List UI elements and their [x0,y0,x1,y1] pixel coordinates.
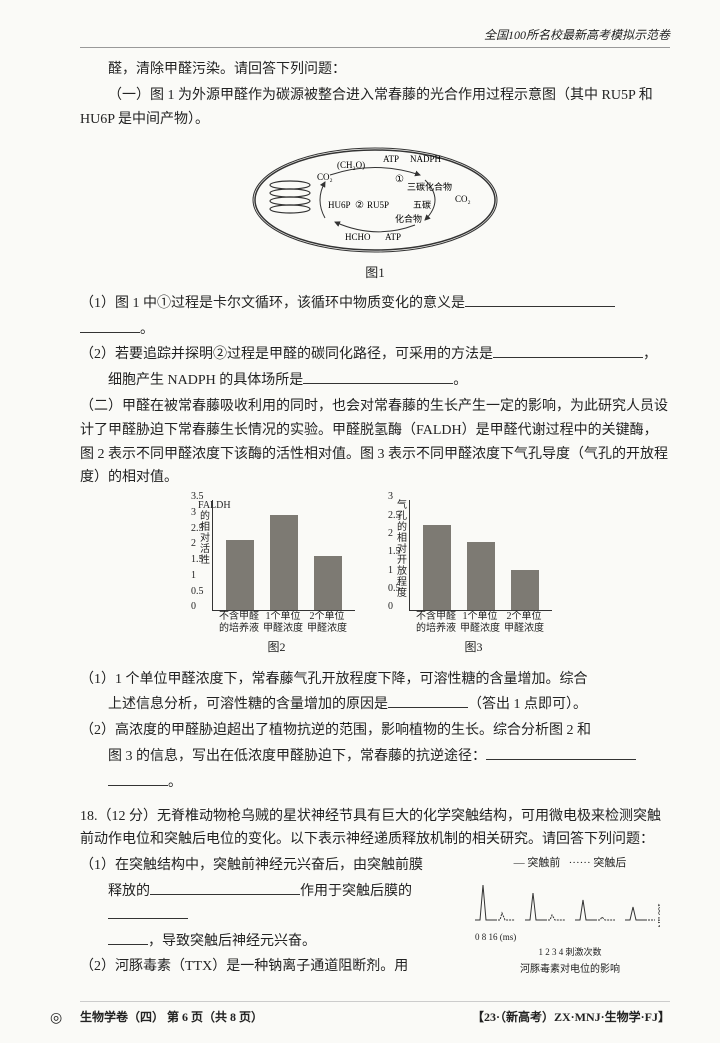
bar [226,540,254,610]
svg-text:ATP: ATP [383,154,399,164]
q1-1: （1）图 1 中①过程是卡尔文循环，该循环中物质变化的意义是 [80,292,670,316]
svg-text:RU5P: RU5P [367,200,389,210]
synapse-graph: — 突触前 ······ 突触后 100 mV 0 8 16 (ms) 1 [470,854,670,977]
svg-text:五碳: 五碳 [413,199,431,210]
q1-2: （2）若要追踪并探明②过程是甲醛的碳同化路径，可采用的方法是， [80,343,670,367]
page-header: 全国100所名校最新高考模拟示范卷 [80,25,670,48]
bar [423,525,451,610]
svg-text:化合物: 化合物 [395,213,422,224]
intro-line-1: 醛，清除甲醛污染。请回答下列问题： [80,58,670,82]
svg-text:NADPH: NADPH [410,154,442,164]
bar [270,515,298,610]
bar [511,570,539,610]
footer-icon: ◎ [50,1007,62,1031]
svg-text:HCHO: HCHO [345,232,371,242]
intro-line-2: （一）图 1 为外源甲醛作为碳源被整合进入常春藤的光合作用过程示意图（其中 RU… [80,84,670,132]
svg-text:(CH₂O): (CH₂O) [337,160,365,170]
figure-1-caption: 图1 [80,262,670,284]
q2-2: （2）高浓度的甲醛胁迫超出了植物抗逆的范围，影响植物的生长。综合分析图 2 和 [80,719,670,743]
chart-3: 气孔的相对开放程度 00.511.522.53 不含甲醛的培养液1个单位甲醛浓度… [395,500,552,657]
svg-text:CO₂: CO₂ [455,194,471,204]
charts-row: FALDH的相对活性 00.511.522.533.5 不含甲醛的培养液1个单位… [80,500,670,657]
svg-text:100 mV: 100 mV [656,903,660,929]
svg-text:CO₂: CO₂ [317,172,333,182]
bar [314,556,342,610]
footer-right: 【23·（新高考）ZX·MNJ·生物学·FJ】 [472,1007,670,1027]
question-18: 18.（12 分）无脊椎动物枪乌贼的星状神经节具有巨大的化学突触结构，可用微电极… [80,805,670,980]
svg-text:HU6P: HU6P [328,200,351,210]
figure-1: (CH₂O) ATP NADPH CO₂ ① 三碳化合物 HU6P ② RU5P… [80,140,670,284]
section-2: （二）甲醛在被常春藤吸收利用的同时，也会对常春藤的生长产生一定的影响，为此研究人… [80,395,670,490]
svg-text:①: ① [395,174,404,185]
page-footer: ◎ 生物学卷（四） 第 6 页（共 8 页） 【23·（新高考）ZX·MNJ·生… [80,1001,670,1027]
footer-left: 生物学卷（四） 第 6 页（共 8 页） [80,1007,263,1027]
bar [467,542,495,610]
chart-2: FALDH的相对活性 00.511.522.533.5 不含甲醛的培养液1个单位… [198,500,355,657]
q2-1: （1）1 个单位甲醛浓度下，常春藤气孔开放程度下降，可溶性糖的含量增加。综合 [80,668,670,692]
svg-text:三碳化合物: 三碳化合物 [407,181,452,192]
svg-text:ATP: ATP [385,232,401,242]
svg-text:②: ② [355,200,364,211]
